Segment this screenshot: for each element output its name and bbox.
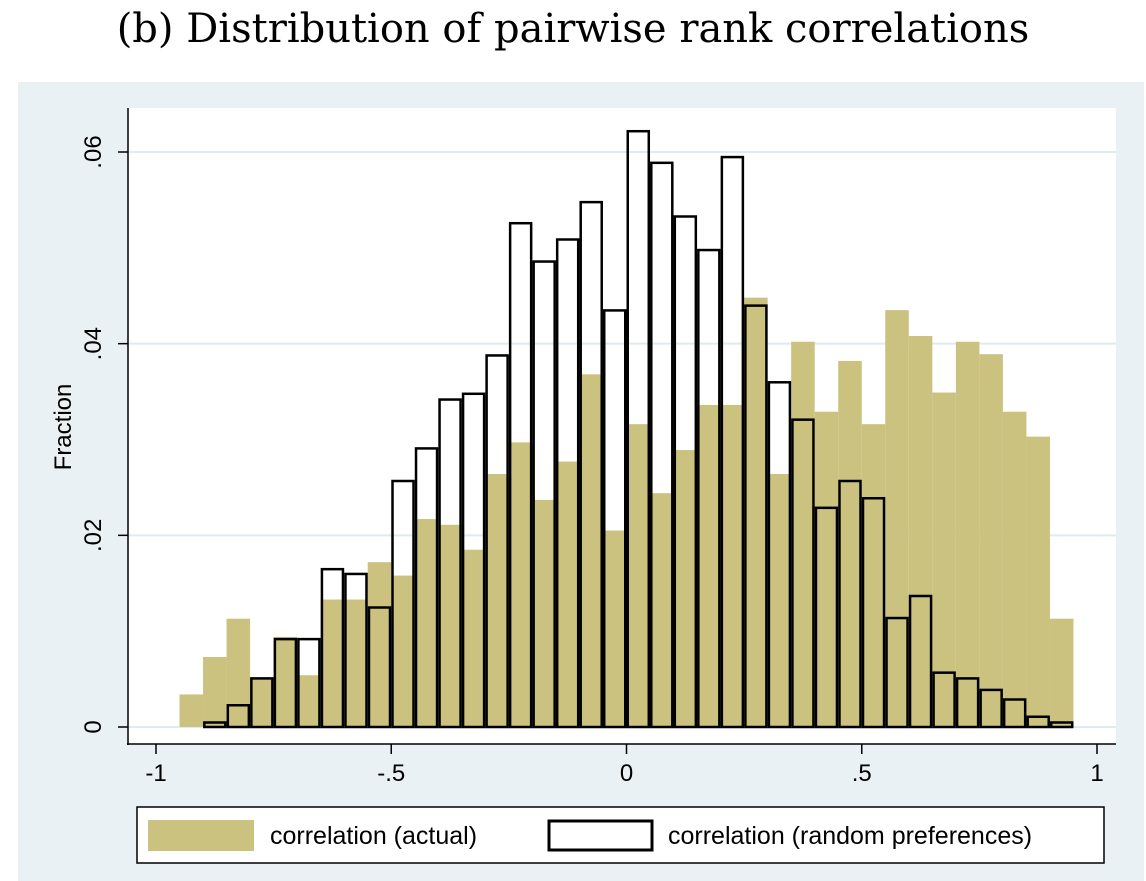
bar-actual [250, 677, 274, 727]
bar-random [673, 215, 698, 729]
bar-actual [485, 474, 509, 727]
bar-actual [814, 411, 839, 727]
bar-actual [1026, 436, 1050, 727]
bar-random [744, 304, 768, 729]
bar-actual [602, 530, 627, 727]
bar-actual [179, 694, 204, 727]
bar-actual [438, 524, 462, 727]
bar-random [414, 447, 439, 729]
bar-random [720, 155, 745, 729]
bar-actual [650, 493, 674, 727]
bar-actual [367, 562, 392, 727]
bar-actual [532, 499, 556, 727]
bar-actual [508, 442, 533, 727]
bar-random [791, 418, 815, 729]
bar-actual [461, 549, 486, 727]
bar-actual [579, 374, 603, 727]
x-tick-label: .5 [852, 760, 872, 787]
bar-random [1002, 698, 1027, 729]
bar-actual [955, 341, 980, 727]
bar-random [908, 594, 933, 729]
bar-random [955, 677, 980, 729]
bar-actual [885, 310, 909, 727]
bar-actual [979, 354, 1003, 727]
bar-random [508, 221, 533, 729]
bar-actual [320, 599, 345, 727]
bar-random [391, 479, 415, 729]
x-tick-label: -.5 [377, 760, 405, 787]
bar-actual [697, 405, 721, 727]
bar-actual [344, 599, 368, 727]
bar-random [626, 129, 651, 729]
bar-actual [226, 618, 251, 727]
y-tick-label: .04 [80, 327, 107, 360]
bar-random [814, 506, 839, 729]
bar-random [979, 688, 1003, 729]
series-actual-bars [179, 297, 1074, 727]
bar-random [885, 616, 909, 729]
bar-random [602, 309, 627, 729]
legend-label-actual: correlation (actual) [270, 822, 477, 850]
bar-random [320, 567, 345, 729]
bar-random [861, 497, 886, 729]
legend: correlation (actual) correlation (random… [136, 806, 1105, 864]
bar-actual [767, 474, 792, 727]
bar-actual [1002, 411, 1027, 727]
bar-random [461, 392, 486, 729]
chart-title: (b) Distribution of pairwise rank correl… [116, 6, 1030, 52]
bar-actual [555, 461, 580, 727]
bar-actual [673, 450, 698, 727]
bar-random [767, 381, 792, 729]
bar-random [438, 398, 462, 729]
bar-actual [1049, 618, 1074, 727]
bar-random [838, 479, 862, 729]
bar-random [297, 637, 321, 729]
axes: 0 .02 .04 .06 -1 -.5 0 .5 1 [80, 108, 1116, 787]
bar-random [226, 704, 251, 729]
x-tick-label: -1 [145, 760, 166, 787]
bar-actual [932, 392, 956, 727]
y-axis-label: Fraction [50, 384, 77, 471]
bar-random [367, 606, 392, 729]
bar-actual [791, 341, 815, 727]
bar-actual [720, 405, 745, 727]
bar-actual [861, 424, 886, 727]
x-tick-label: 1 [1090, 760, 1103, 787]
x-tick-label: 0 [620, 760, 633, 787]
series-random-bars [203, 129, 1074, 729]
legend-swatch-actual [148, 820, 254, 851]
bar-random [555, 238, 580, 729]
legend-swatch-random [547, 819, 654, 852]
bar-random [532, 260, 556, 729]
bar-actual [391, 575, 415, 727]
bar-actual [908, 336, 933, 727]
bar-actual [273, 636, 298, 727]
bar-random [579, 200, 603, 729]
y-tick-label: .06 [80, 135, 107, 168]
bar-actual [297, 675, 321, 727]
bar-random [932, 671, 956, 729]
bar-random [1049, 721, 1074, 729]
y-tick-label: 0 [80, 720, 107, 733]
bar-random [273, 637, 298, 729]
bar-actual [744, 297, 768, 727]
y-tick-label: .02 [80, 519, 107, 552]
bar-random [344, 572, 368, 729]
bar-random [697, 248, 721, 729]
bar-random [1026, 715, 1050, 729]
legend-label-random: correlation (random preferences) [668, 822, 1032, 850]
bar-random [203, 721, 227, 729]
bar-actual [838, 360, 862, 727]
bar-actual [203, 657, 227, 727]
bar-random [650, 161, 674, 729]
bar-random [485, 354, 509, 729]
bar-random [250, 677, 274, 729]
bar-actual [414, 519, 439, 727]
bar-actual [626, 424, 651, 727]
